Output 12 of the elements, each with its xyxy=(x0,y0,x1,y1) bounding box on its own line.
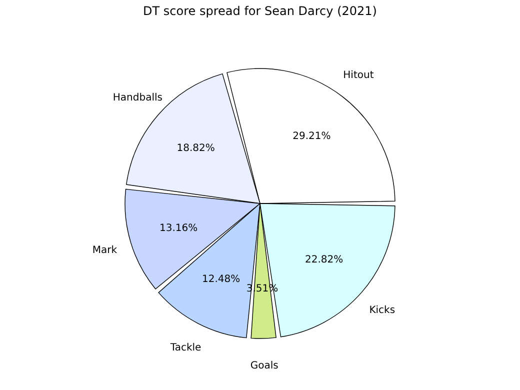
data-label: 13.16% xyxy=(159,222,198,234)
slice-label: Kicks xyxy=(369,304,396,316)
slice-label: Tackle xyxy=(169,342,202,354)
data-label: 29.21% xyxy=(292,130,331,142)
data-label: 22.82% xyxy=(305,254,344,266)
slice-label: Goals xyxy=(250,360,278,372)
slice-label: Handballs xyxy=(112,92,162,104)
slice-label: Mark xyxy=(92,244,118,256)
data-label: 12.48% xyxy=(202,274,240,286)
data-label: 18.82% xyxy=(176,142,215,154)
chart-title: DT score spread for Sean Darcy (2021) xyxy=(143,4,377,18)
slice-label: Hitout xyxy=(343,70,374,81)
